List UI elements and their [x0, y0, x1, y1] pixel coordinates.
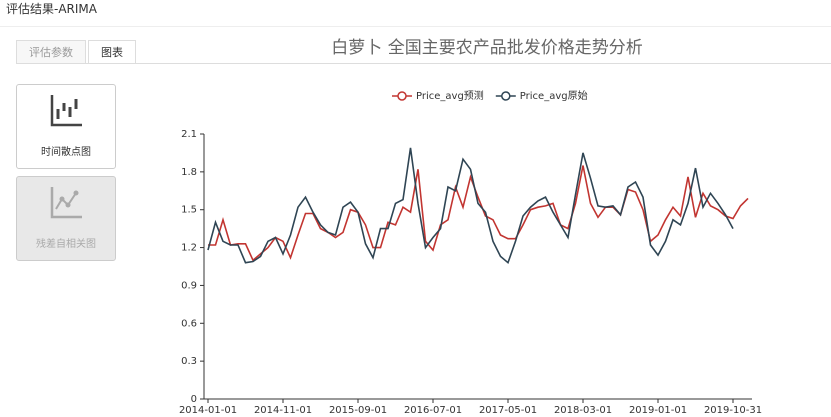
chart-title: 白萝卜 全国主要农产品批发价格走势分析	[331, 38, 642, 58]
divider	[0, 26, 831, 27]
series-line	[207, 147, 734, 265]
y-tick-label: 0	[191, 394, 197, 405]
legend-item[interactable]: Price_avg预测	[392, 89, 484, 102]
y-tick-label: 0.9	[181, 280, 197, 291]
x-tick-label: 2014-01-01	[179, 405, 237, 416]
chart-button[interactable]: 残差自相关图	[16, 176, 116, 261]
legend-label: Price_avg预测	[416, 89, 484, 102]
y-tick-label: 2.1	[181, 129, 197, 140]
y-tick-label: 0.3	[181, 356, 197, 367]
tab-active[interactable]: 图表	[88, 40, 136, 64]
icon	[50, 187, 82, 219]
legend-symbol	[501, 91, 511, 101]
x-tick-label: 2016-07-01	[404, 405, 462, 416]
chart-button[interactable]: 时间散点图	[16, 84, 116, 169]
tab[interactable]: 评估参数	[16, 40, 86, 64]
y-tick-label: 1.8	[181, 167, 197, 178]
x-tick-label: 2014-11-01	[254, 405, 312, 416]
x-tick-label: 2019-01-01	[629, 405, 687, 416]
icon	[50, 95, 82, 127]
y-tick-label: 1.5	[181, 205, 197, 216]
series-line	[208, 165, 749, 262]
y-tick-label: 0.6	[181, 318, 197, 329]
tab-divider	[16, 63, 831, 64]
legend-label: Price_avg原始	[520, 89, 588, 102]
x-tick-label: 2018-03-01	[554, 405, 612, 416]
button-label: 时间散点图	[41, 147, 91, 158]
page-title: 评估结果-ARIMA	[6, 2, 97, 16]
legend-symbol	[397, 91, 407, 101]
legend-item[interactable]: Price_avg原始	[495, 89, 588, 102]
button-label: 残差自相关图	[36, 239, 96, 250]
x-tick-label: 2017-05-01	[479, 405, 537, 416]
x-tick-label: 2015-09-01	[329, 405, 387, 416]
x-tick-label: 2019-10-31	[704, 405, 762, 416]
y-tick-label: 1.2	[181, 243, 197, 254]
